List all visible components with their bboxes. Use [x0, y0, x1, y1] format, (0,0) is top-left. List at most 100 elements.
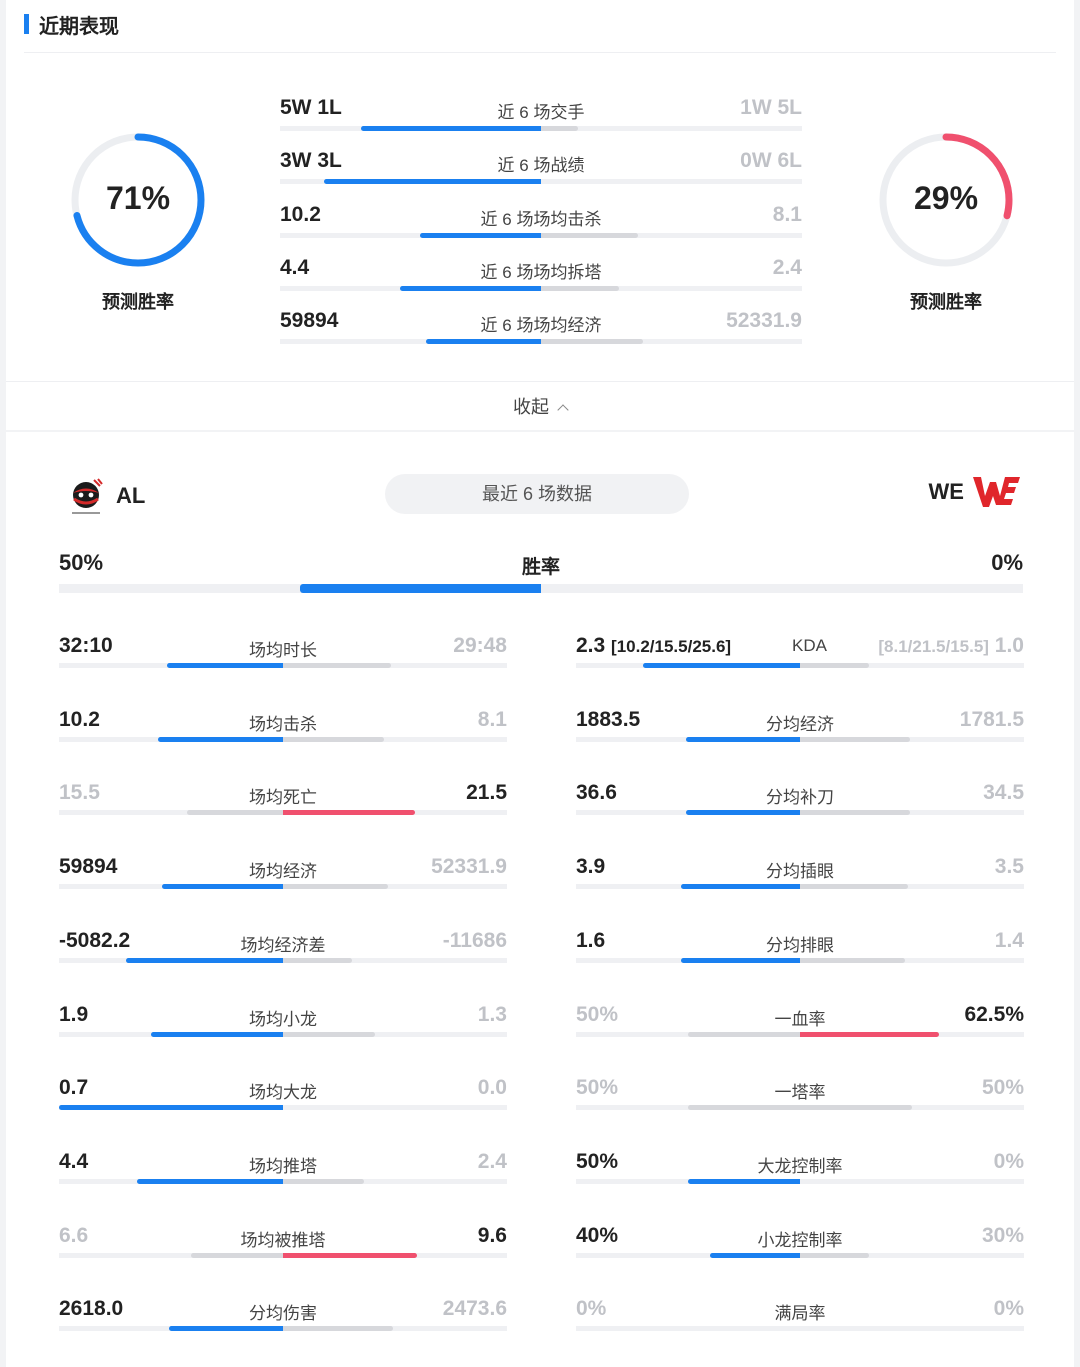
- stat-right-value: 1781.5: [959, 707, 1024, 731]
- kda-right-bar: [800, 663, 870, 668]
- bar-left-segment: [162, 884, 283, 890]
- stat-right-value: 29:48: [453, 634, 507, 657]
- record-right-value: 0W 6L: [740, 149, 802, 173]
- stat-label: 场均击杀: [249, 714, 317, 734]
- right-prediction-ring: [879, 133, 1013, 267]
- bar-left-segment: [186, 810, 283, 816]
- win-rate-left-bar: [300, 584, 541, 593]
- bar-right-segment: [800, 810, 910, 816]
- bar-right-segment: [283, 810, 416, 816]
- bar-left-segment: [688, 1178, 800, 1184]
- right-prediction-label: 预测胜率: [910, 292, 982, 312]
- stat-left-value: 1.6: [576, 928, 606, 952]
- title-accent-bar: [24, 14, 29, 34]
- bar-right-segment: [800, 1105, 912, 1111]
- stat-right-value: 2.4: [477, 1149, 507, 1173]
- kda-right-detail: [8.1/21.5/15.5]: [878, 637, 989, 656]
- stat-row: 50% 大龙控制率 0%: [576, 1150, 1024, 1200]
- bar-right-segment: [283, 1326, 393, 1332]
- kda-label: KDA: [792, 636, 827, 655]
- stat-track: [59, 810, 507, 816]
- stat-left-value: 0.7: [59, 1076, 89, 1100]
- bar-left-segment: [685, 810, 800, 816]
- win-rate-row: 50% 胜率 0%: [59, 550, 1023, 600]
- divider: [24, 52, 1056, 53]
- stat-label: 小龙控制率: [757, 1230, 843, 1250]
- bar-left-segment: [419, 232, 541, 238]
- bar-left-segment: [191, 1252, 283, 1258]
- stat-track: [59, 1178, 507, 1184]
- stat-track: [59, 884, 507, 890]
- left-prediction-arc: [71, 133, 205, 267]
- bar-left-segment: [324, 179, 541, 185]
- stat-left-value: 50%: [576, 1149, 619, 1173]
- stat-label: 场均大龙: [249, 1083, 317, 1103]
- stat-row: 1.9 场均小龙 1.3: [59, 1003, 507, 1053]
- record-left-value: 4.4: [280, 255, 310, 279]
- bar-left-segment: [426, 339, 541, 345]
- stat-left-value: -5082.2: [59, 928, 131, 952]
- stat-right-value: 8.1: [477, 707, 507, 731]
- stat-left-value: 50%: [576, 1002, 619, 1026]
- win-rate-left: 50%: [59, 550, 104, 575]
- record-left-value: 5W 1L: [280, 96, 342, 119]
- team-left-name: AL: [116, 483, 146, 508]
- bar-left-segment: [710, 1252, 800, 1258]
- stat-label: 分均排眼: [766, 935, 834, 955]
- stat-track: [576, 1031, 1024, 1037]
- stat-right-value: 0%: [993, 1297, 1024, 1321]
- stat-track: [576, 1326, 1024, 1332]
- stat-left-value: 10.2: [59, 707, 100, 731]
- record-row: 59894 近 6 场场均经济 52331.9: [280, 309, 802, 359]
- stat-row: 10.2 场均击杀 8.1: [59, 708, 507, 758]
- al-logo-icon: [72, 478, 103, 514]
- bar-right-segment: [800, 1252, 870, 1258]
- record-track: [280, 179, 802, 185]
- stat-row: 6.6 场均被推塔 9.6: [59, 1224, 507, 1274]
- stat-track: [59, 663, 507, 668]
- bar-left-segment: [157, 736, 283, 742]
- stat-row: 0% 满局率 0%: [576, 1297, 1024, 1347]
- period-selector[interactable]: 最近 6 场数据: [385, 474, 689, 514]
- stat-right-value: 1.4: [994, 928, 1024, 952]
- stat-track: [576, 736, 1024, 742]
- stat-row: 0.7 场均大龙 0.0: [59, 1076, 507, 1126]
- we-logo-icon: [973, 477, 1020, 507]
- stat-label: 场均时长: [249, 641, 317, 660]
- stat-label: 场均经济差: [240, 935, 326, 955]
- bar-left-segment: [688, 1105, 800, 1111]
- bar-left-segment: [361, 126, 541, 131]
- team-right[interactable]: WE: [929, 474, 1022, 510]
- divider: [6, 381, 1074, 382]
- stat-right-value: 30%: [981, 1223, 1024, 1247]
- team-left[interactable]: AL: [64, 474, 145, 518]
- stat-right-value: 1.3: [477, 1002, 507, 1026]
- stat-row: 50% 一血率 62.5%: [576, 1003, 1024, 1053]
- bar-right-segment: [800, 1031, 939, 1037]
- stat-track: [59, 1105, 507, 1111]
- stat-right-value: 52331.9: [431, 855, 507, 879]
- stat-row: 3.9 分均插眼 3.5: [576, 855, 1024, 905]
- left-prediction-label: 预测胜率: [102, 292, 174, 312]
- bar-left-segment: [150, 1031, 283, 1037]
- stat-label: 大龙控制率: [757, 1156, 843, 1176]
- stat-left-value: 4.4: [59, 1149, 89, 1173]
- stat-track: [59, 1031, 507, 1037]
- stat-track: [576, 1178, 1024, 1184]
- bar-left-segment: [688, 1031, 800, 1037]
- stat-label: 分均插眼: [766, 862, 834, 882]
- bar-right-segment: [283, 736, 384, 742]
- stat-left-value: 3.9: [576, 855, 606, 879]
- bar-left-segment: [685, 736, 800, 742]
- kda-left-detail: [10.2/15.5/25.6]: [611, 637, 732, 656]
- bar-left-segment: [126, 957, 283, 963]
- stat-label: 分均经济: [766, 714, 834, 734]
- collapse-button[interactable]: 收起: [6, 393, 1074, 419]
- kda-right-value: 1.0: [994, 634, 1024, 657]
- record-label: 近 6 场战绩: [497, 156, 585, 176]
- kda-track: [576, 663, 1024, 668]
- record-right-value: 52331.9: [726, 309, 802, 333]
- stat-row: 2618.0 分均伤害 2473.6: [59, 1297, 507, 1347]
- bar-right-segment: [283, 1252, 418, 1258]
- stat-left-value: 2618.0: [59, 1297, 124, 1321]
